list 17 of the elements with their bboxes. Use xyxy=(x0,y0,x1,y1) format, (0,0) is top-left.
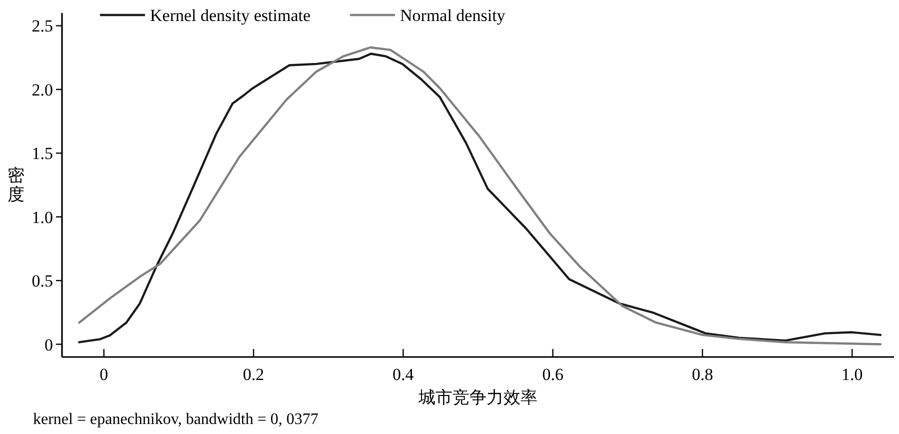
x-tick-label: 0.6 xyxy=(542,365,564,384)
y-tick-label: 1.5 xyxy=(32,144,53,164)
y-tick-label: 0 xyxy=(44,335,53,354)
legend-label: Kernel density estimate xyxy=(150,6,311,25)
y-tick-label: 2.0 xyxy=(32,80,53,100)
x-tick-label: 1.0 xyxy=(841,365,863,384)
legend-label: Normal density xyxy=(400,6,506,25)
x-tick-label: 0.2 xyxy=(242,365,264,384)
y-tick-label: 0.5 xyxy=(32,272,53,291)
x-axis-title: 城市竞争力效率 xyxy=(418,388,538,407)
text: kernel = epanechnikov, bandwidth = 0, 0377 xyxy=(33,411,318,428)
y-tick-label: 2.5 xyxy=(32,16,53,36)
x-tick-label: 0.4 xyxy=(392,365,414,384)
x-tick-label: 0.8 xyxy=(692,365,714,384)
x-tick-label: 0 xyxy=(100,365,108,384)
y-tick-label: 1.0 xyxy=(32,208,53,227)
y-axis-title: 密度 xyxy=(8,166,24,204)
